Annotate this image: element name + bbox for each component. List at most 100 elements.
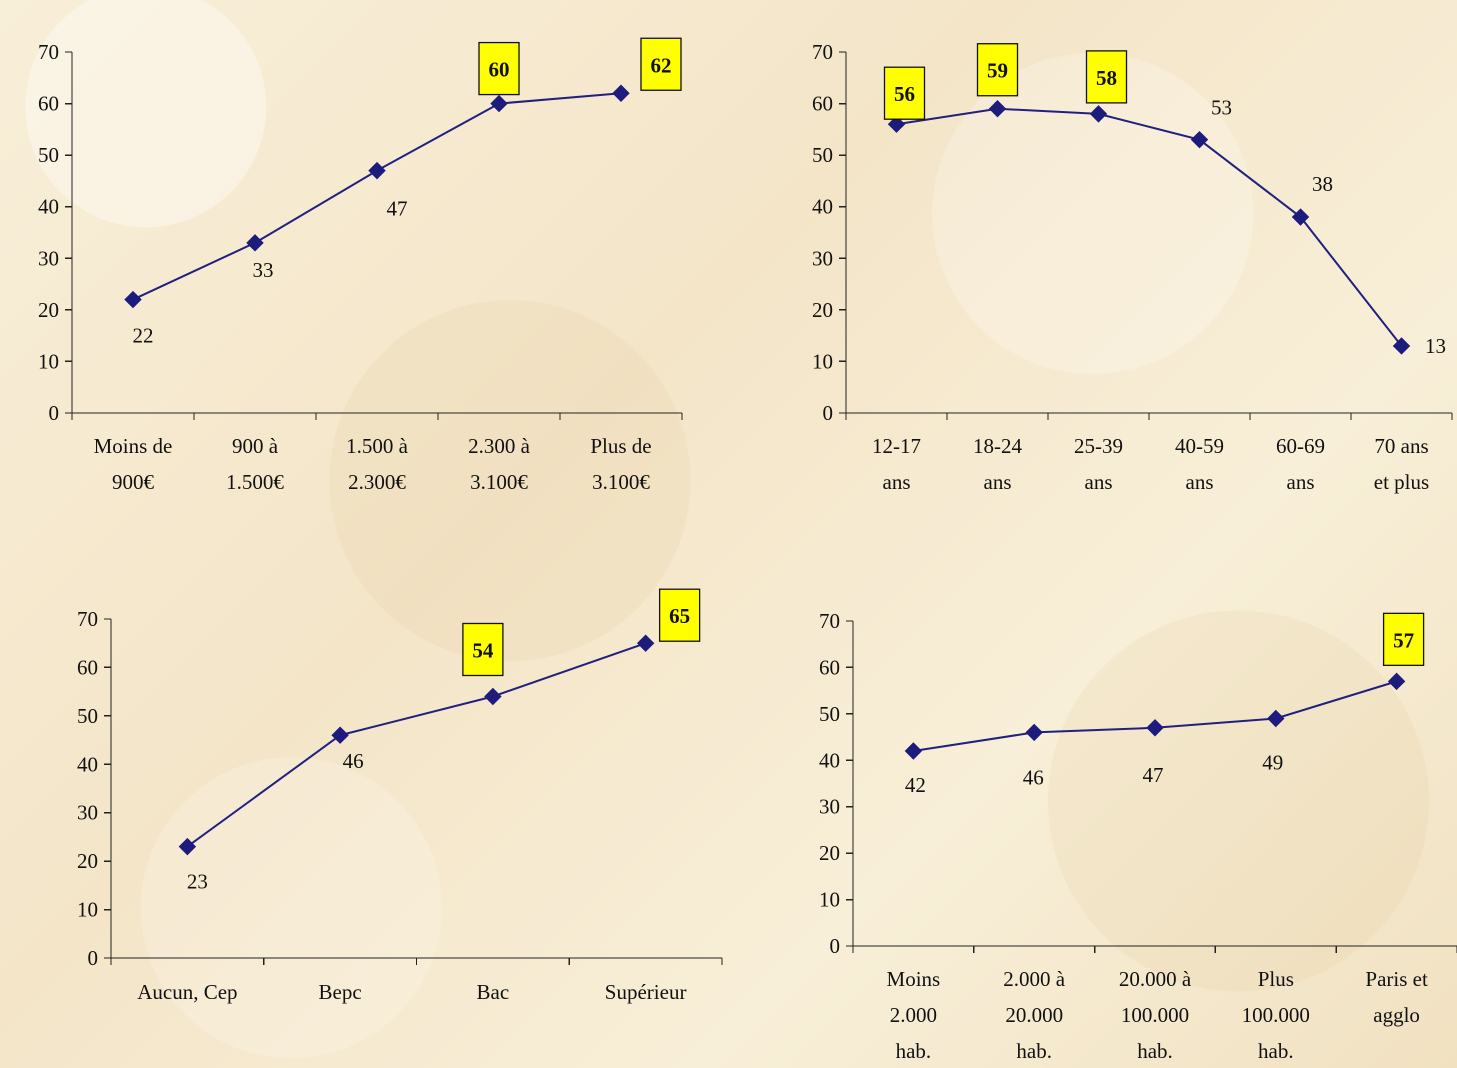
education-category-label: Aucun, Cep bbox=[137, 980, 237, 1004]
education-category-label: Bac bbox=[477, 980, 510, 1004]
city-size-y-tick-label: 40 bbox=[819, 748, 840, 772]
income-y-tick-label: 30 bbox=[38, 246, 59, 270]
city-size-category-label: 2.000 bbox=[890, 1003, 937, 1027]
income-highlight-badge bbox=[640, 37, 682, 91]
city-size-category-label: hab. bbox=[1258, 1039, 1294, 1063]
age-category-label: ans bbox=[984, 470, 1012, 494]
city-size-category-label: hab. bbox=[1137, 1039, 1173, 1063]
age-y-tick-label: 40 bbox=[812, 195, 833, 219]
city-size-category-label: 20.000 à bbox=[1119, 967, 1192, 991]
income-y-tick-label: 10 bbox=[38, 349, 59, 373]
income-category-label: 1.500 à bbox=[346, 434, 409, 458]
city-size-value-label: 46 bbox=[1023, 765, 1044, 789]
age-category-label: et plus bbox=[1374, 470, 1429, 494]
income-y-tick-label: 50 bbox=[38, 143, 59, 167]
city-size-y-tick-label: 0 bbox=[830, 934, 841, 958]
age-data-point bbox=[1089, 105, 1108, 123]
city-size-category-label: hab. bbox=[896, 1039, 932, 1063]
income-y-tick-label: 40 bbox=[38, 195, 59, 219]
education-data-point bbox=[636, 634, 655, 652]
income-category-label: 1.500€ bbox=[226, 470, 284, 494]
age-y-tick-label: 60 bbox=[812, 92, 833, 116]
education-y-tick-label: 60 bbox=[77, 655, 98, 679]
age-highlight-value: 58 bbox=[1096, 66, 1117, 90]
city-size-y-tick-label: 10 bbox=[819, 888, 840, 912]
education-highlight-value: 65 bbox=[669, 604, 690, 628]
city-size-category-label: 100.000 bbox=[1242, 1003, 1310, 1027]
income-y-tick-label: 20 bbox=[38, 298, 59, 322]
age-data-point bbox=[1190, 130, 1209, 149]
age-category-label: ans bbox=[1085, 470, 1113, 494]
city-size-category-label: 100.000 bbox=[1121, 1003, 1189, 1027]
education-y-tick-label: 30 bbox=[77, 801, 98, 825]
age-y-tick-label: 70 bbox=[812, 40, 833, 64]
education-data-point bbox=[331, 726, 349, 744]
city-size-series-line bbox=[913, 680, 1397, 752]
income-category-label: 900€ bbox=[112, 470, 155, 494]
age-data-point bbox=[887, 115, 906, 133]
age-category-label: 18-24 bbox=[973, 434, 1022, 458]
age-category-label: 40-59 bbox=[1175, 434, 1224, 458]
education-highlight-badge bbox=[658, 588, 701, 642]
city-size-category-label: Paris et bbox=[1365, 967, 1428, 991]
age-highlight-badge bbox=[883, 66, 926, 120]
education-value-label: 23 bbox=[187, 870, 208, 894]
city-size-value-label: 42 bbox=[905, 773, 926, 797]
age-value-label: 38 bbox=[1312, 172, 1333, 196]
income-value-label: 47 bbox=[387, 197, 408, 221]
income-y-tick-label: 70 bbox=[38, 40, 59, 64]
age-highlight-badge bbox=[1085, 50, 1128, 104]
income-y-tick-label: 0 bbox=[49, 401, 60, 425]
city-size-category-label: agglo bbox=[1373, 1003, 1420, 1027]
age-y-tick-label: 10 bbox=[812, 349, 833, 373]
income-series-line bbox=[132, 92, 622, 301]
age-highlight-badge bbox=[976, 43, 1019, 97]
city-size-category-label: 2.000 à bbox=[1003, 967, 1066, 991]
income-category-label: Plus de bbox=[590, 434, 651, 458]
education-highlight-badge bbox=[462, 622, 504, 677]
age-category-label: ans bbox=[883, 470, 911, 494]
city-size-y-tick-label: 20 bbox=[819, 841, 840, 865]
income-highlight-value: 60 bbox=[489, 58, 510, 82]
income-data-point bbox=[246, 234, 264, 252]
age-category-label: ans bbox=[1287, 470, 1315, 494]
age-data-point bbox=[988, 100, 1007, 118]
income-category-label: 900 à bbox=[232, 434, 279, 458]
age-series-line bbox=[896, 107, 1403, 347]
education-y-tick-label: 10 bbox=[77, 898, 98, 922]
education-value-label: 46 bbox=[343, 749, 364, 773]
income-y-tick-label: 60 bbox=[38, 92, 59, 116]
age-value-label: 13 bbox=[1425, 334, 1446, 358]
age-data-point bbox=[1392, 337, 1411, 355]
education-highlight-value: 54 bbox=[472, 638, 494, 662]
age-category-label: ans bbox=[1186, 470, 1214, 494]
age-y-tick-label: 30 bbox=[812, 246, 833, 270]
education-y-tick-label: 70 bbox=[77, 607, 98, 631]
age-y-tick-label: 20 bbox=[812, 298, 833, 322]
city-size-highlight-badge bbox=[1382, 612, 1425, 667]
education-category-label: Supérieur bbox=[605, 980, 687, 1004]
education-y-tick-label: 40 bbox=[77, 752, 98, 776]
income-highlight-badge bbox=[478, 41, 520, 96]
education-y-tick-label: 0 bbox=[88, 946, 99, 970]
income-data-point bbox=[368, 161, 386, 180]
income-value-label: 22 bbox=[133, 324, 154, 348]
age-y-tick-label: 50 bbox=[812, 143, 833, 167]
education-data-point bbox=[178, 837, 197, 856]
income-data-point bbox=[612, 84, 630, 102]
income-category-label: 3.100€ bbox=[470, 470, 528, 494]
city-size-data-point bbox=[1025, 723, 1043, 742]
education-y-tick-label: 20 bbox=[77, 849, 98, 873]
education-category-label: Bepc bbox=[319, 980, 362, 1004]
city-size-category-label: 20.000 bbox=[1005, 1003, 1063, 1027]
income-data-point bbox=[124, 290, 142, 309]
income-data-point bbox=[490, 94, 508, 113]
age-category-label: 12-17 bbox=[872, 434, 921, 458]
age-highlight-value: 59 bbox=[987, 59, 1008, 83]
age-category-label: 60-69 bbox=[1276, 434, 1325, 458]
city-size-y-tick-label: 70 bbox=[819, 609, 840, 633]
city-size-y-tick-label: 50 bbox=[819, 702, 840, 726]
city-size-data-point bbox=[1267, 709, 1285, 728]
